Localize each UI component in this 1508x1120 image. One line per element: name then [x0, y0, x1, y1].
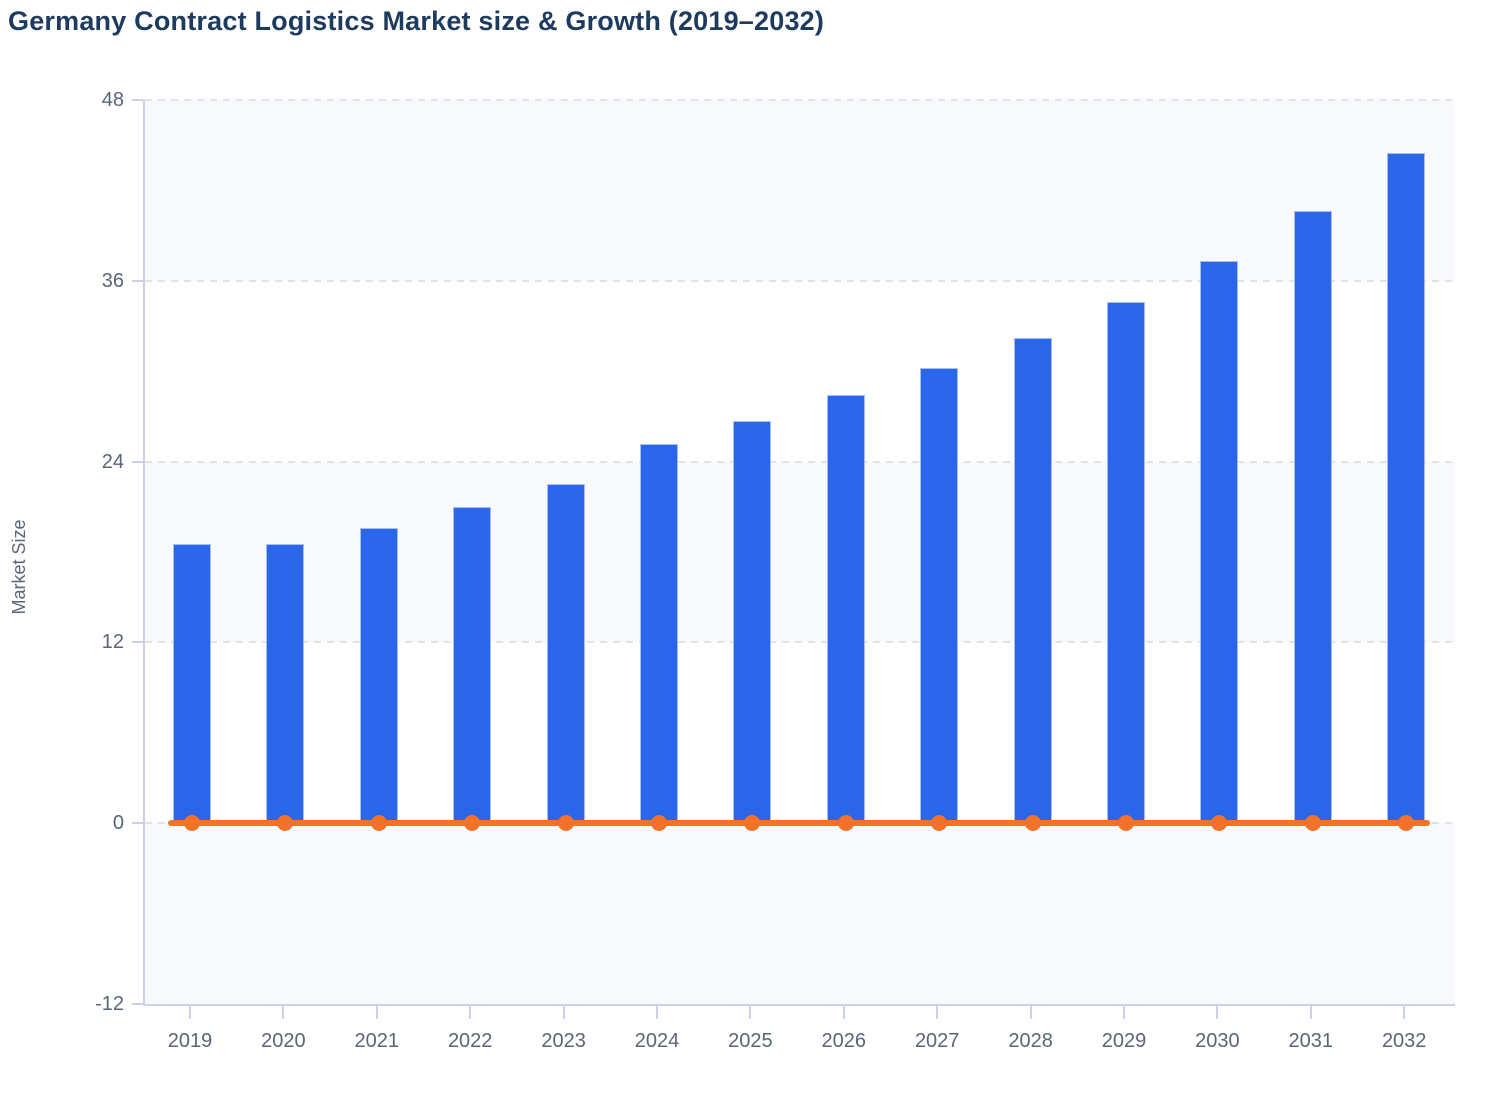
- bar-2022[interactable]: [453, 506, 492, 824]
- y-tick-mark-0: [132, 822, 143, 825]
- x-tick-label-2031: 2031: [1288, 1030, 1334, 1052]
- bar-2020[interactable]: [266, 544, 305, 824]
- y-tick-label-24: 24: [101, 450, 124, 473]
- growth-marker-2019[interactable]: [184, 815, 200, 832]
- y-tick-mark-12: [132, 641, 143, 644]
- bar-2023[interactable]: [546, 484, 585, 824]
- x-tick-label-2020: 2020: [261, 1030, 306, 1052]
- growth-marker-2021[interactable]: [370, 815, 387, 832]
- gridline-48: [145, 99, 1455, 101]
- plot-band-24-12: [145, 461, 1455, 643]
- y-tick-label-36: 36: [101, 269, 124, 292]
- growth-marker-2028[interactable]: [1024, 815, 1041, 832]
- bar-2028[interactable]: [1013, 338, 1052, 824]
- x-tick-mark-2026: [842, 1006, 845, 1019]
- x-tick-mark-2024: [656, 1006, 658, 1019]
- x-tick-mark-2019: [189, 1006, 191, 1019]
- y-tick-label-12: 12: [101, 631, 124, 654]
- y-tick-label--12: -12: [95, 993, 124, 1015]
- x-tick-label-2030: 2030: [1195, 1030, 1240, 1052]
- bar-2025[interactable]: [733, 420, 772, 824]
- x-tick-mark-2028: [1029, 1006, 1032, 1019]
- x-tick-mark-2022: [469, 1006, 472, 1019]
- x-tick-mark-2021: [375, 1006, 378, 1019]
- y-tick-label-0: 0: [112, 812, 124, 835]
- y-tick-label-48: 48: [101, 89, 124, 111]
- bar-2027[interactable]: [920, 368, 959, 824]
- y-tick-mark--12: [132, 1003, 143, 1005]
- x-tick-label-2022: 2022: [447, 1030, 493, 1052]
- growth-marker-2029[interactable]: [1118, 815, 1134, 832]
- growth-marker-2020[interactable]: [277, 815, 294, 832]
- x-tick-label-2021: 2021: [354, 1030, 400, 1052]
- chart-title: Germany Contract Logistics Market size &…: [8, 6, 825, 36]
- growth-marker-2024[interactable]: [651, 815, 667, 832]
- x-tick-label-2026: 2026: [821, 1030, 867, 1052]
- plot-band-48-36: [145, 100, 1455, 281]
- x-tick-label-2023: 2023: [541, 1030, 586, 1052]
- bar-2021[interactable]: [359, 527, 398, 824]
- growth-marker-2027[interactable]: [931, 815, 948, 832]
- plot-area: [143, 99, 1455, 1006]
- bar-2019[interactable]: [173, 544, 211, 824]
- plot-band-0--12: [145, 823, 1455, 1004]
- gridline-12: [145, 641, 1455, 644]
- x-tick-mark-2020: [282, 1006, 285, 1019]
- x-tick-label-2028: 2028: [1008, 1030, 1053, 1052]
- x-tick-mark-2025: [749, 1006, 752, 1019]
- x-tick-label-2025: 2025: [728, 1030, 773, 1052]
- y-tick-mark-36: [132, 279, 143, 282]
- y-tick-mark-48: [132, 99, 143, 101]
- bar-2026[interactable]: [826, 395, 865, 824]
- x-tick-mark-2032: [1403, 1006, 1406, 1019]
- x-tick-mark-2030: [1216, 1006, 1219, 1019]
- growth-marker-2031[interactable]: [1304, 815, 1321, 832]
- y-tick-mark-24: [132, 460, 143, 463]
- x-tick-mark-2027: [936, 1006, 939, 1019]
- x-tick-label-2027: 2027: [914, 1030, 960, 1052]
- bar-2030[interactable]: [1200, 261, 1239, 824]
- bar-2031[interactable]: [1293, 211, 1332, 824]
- plot-band-12-0: [145, 642, 1455, 823]
- x-tick-label-2019: 2019: [167, 1030, 213, 1052]
- growth-line[interactable]: [168, 820, 1431, 827]
- gridline-36: [145, 279, 1455, 282]
- bar-2024[interactable]: [640, 443, 678, 824]
- growth-marker-2025[interactable]: [744, 815, 761, 832]
- x-tick-label-2029: 2029: [1101, 1030, 1147, 1052]
- plot-band-36-24: [145, 281, 1455, 462]
- x-tick-mark-2029: [1123, 1006, 1125, 1019]
- x-tick-label-2032: 2032: [1381, 1030, 1427, 1052]
- bar-2032[interactable]: [1387, 152, 1426, 824]
- growth-marker-2022[interactable]: [464, 815, 481, 832]
- y-axis-title: Market Size: [9, 519, 29, 615]
- growth-marker-2032[interactable]: [1398, 815, 1415, 832]
- bar-2029[interactable]: [1107, 301, 1145, 824]
- x-tick-mark-2023: [562, 1006, 565, 1019]
- growth-marker-2030[interactable]: [1211, 815, 1228, 832]
- growth-marker-2023[interactable]: [557, 815, 574, 832]
- gridline-24: [145, 460, 1455, 463]
- x-tick-mark-2031: [1309, 1006, 1312, 1019]
- x-tick-label-2024: 2024: [634, 1030, 680, 1052]
- growth-marker-2026[interactable]: [837, 815, 854, 832]
